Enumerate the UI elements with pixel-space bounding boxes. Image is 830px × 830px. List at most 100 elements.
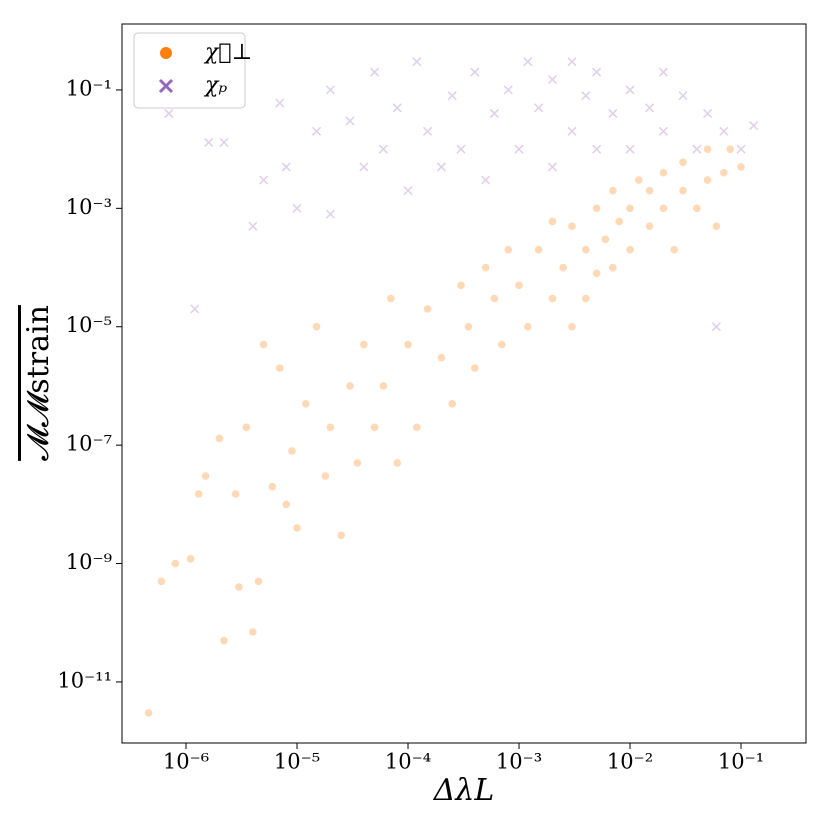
x-tick-label: 10⁻⁶ [163,750,209,774]
point [268,482,277,491]
point [719,126,729,136]
x-axis-label: ΔλL [433,773,495,808]
point [659,168,668,177]
point [282,500,291,509]
point [498,340,506,349]
point [533,103,544,113]
y-tick-label: 10⁻⁹ [66,550,112,574]
point [568,222,576,230]
point [625,85,635,95]
point [470,67,480,77]
point [186,555,195,563]
point [144,709,153,717]
point [254,577,263,586]
point [592,144,602,154]
point [231,490,240,498]
legend-label: χ⃗⊥ [203,40,252,65]
point [353,459,362,467]
point [737,163,745,171]
point [325,85,335,95]
point [293,524,301,532]
point [481,175,491,185]
point [547,74,557,85]
point [422,126,433,136]
point [312,322,321,331]
point [720,168,728,177]
point [749,121,759,131]
point [567,126,577,136]
x-tick-label: 10⁻³ [496,750,542,774]
point [548,294,557,303]
point [626,204,634,213]
y-tick-label: 10⁻¹¹ [57,668,112,692]
point [423,305,432,313]
point [471,364,479,372]
point [292,203,302,213]
point [249,628,257,636]
point [582,245,590,254]
point [523,57,533,67]
point [514,144,524,154]
x-tick-label: 10⁻¹ [718,750,764,774]
point [481,263,490,272]
point [489,108,499,119]
point [157,577,166,586]
point [171,559,180,568]
point [448,399,456,408]
point [404,340,412,349]
point [370,423,379,432]
point [582,294,590,303]
point [456,144,466,154]
point [275,98,285,108]
point [490,294,499,303]
point [659,204,668,213]
point [242,423,251,432]
point [568,322,576,331]
point [215,434,224,443]
point [370,67,380,77]
y-tick-label: 10⁻⁷ [66,432,112,456]
point [378,144,388,154]
point [515,281,523,290]
legend-label: χₚ [203,73,227,98]
point [412,57,422,67]
point [436,162,446,172]
point [437,353,446,362]
point [379,382,388,390]
point [194,490,203,498]
point [712,222,721,230]
y-axis-label: 𝓜𝓜strain [21,305,56,461]
y-tick-label: 10⁻⁵ [66,313,112,337]
point [679,186,687,195]
point [711,322,721,332]
legend-marker [158,78,174,94]
point [615,217,624,226]
y-tick-label: 10⁻¹ [66,76,112,100]
point [678,91,688,101]
point [259,340,268,349]
point [281,162,291,172]
point [190,304,200,314]
point [503,85,513,95]
point [325,209,335,219]
point [413,423,421,432]
point [447,91,457,101]
point [703,145,712,153]
point [204,137,214,147]
point [736,144,746,154]
point [547,162,557,172]
point [534,245,543,254]
point [248,221,258,231]
point [345,116,355,126]
point [609,186,617,195]
point [592,269,601,278]
point [387,294,395,303]
point [658,126,668,136]
point [220,636,228,645]
point [326,423,335,432]
point [592,67,602,77]
point [457,281,465,290]
point [703,176,712,184]
x-tick-label: 10⁻⁴ [385,750,431,774]
point [645,222,654,230]
